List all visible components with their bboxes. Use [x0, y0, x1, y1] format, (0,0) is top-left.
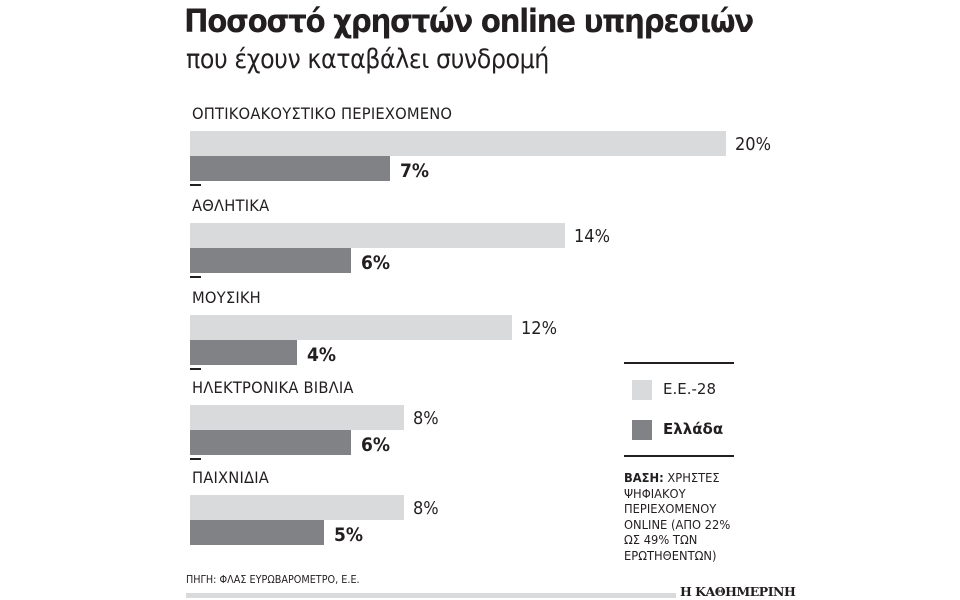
base-note-text: ΧΡΗΣΤΕΣ ΨΗΦΙΑΚΟΥ ΠΕΡΙΕΧΟΜΕΝΟΥ ONLINE (ΑΠ… — [624, 470, 731, 563]
value-label-greece: 4% — [307, 344, 337, 366]
separator-tick — [190, 458, 201, 460]
footer-rule — [186, 593, 676, 598]
bar-eu — [190, 315, 512, 340]
value-label-eu: 14% — [574, 226, 611, 247]
base-note: ΒΑΣΗ: ΧΡΗΣΤΕΣ ΨΗΦΙΑΚΟΥ ΠΕΡΙΕΧΟΜΕΝΟΥ ONLI… — [624, 470, 744, 563]
legend-label-eu: Ε.Ε.-28 — [663, 380, 716, 398]
separator-tick — [190, 184, 201, 186]
value-label-greece: 7% — [400, 160, 430, 182]
separator-tick — [190, 368, 201, 370]
category-label: ΟΠΤΙΚΟΑΚΟΥΣΤΙΚΟ ΠΕΡΙΕΧΟΜΕΝΟ — [192, 104, 453, 123]
source-note: ΠΗΓΗ: ΦΛΑΣ ΕΥΡΩΒΑΡΟΜΕΤΡΟ, Ε.Ε. — [186, 574, 360, 586]
value-label-eu: 8% — [413, 408, 439, 429]
category-label: ΗΛΕΚΤΡΟΝΙΚΑ ΒΙΒΛΙΑ — [192, 378, 354, 397]
bar-greece — [190, 156, 390, 181]
value-label-greece: 5% — [334, 524, 364, 546]
bar-greece — [190, 520, 324, 545]
value-label-eu: 20% — [735, 134, 772, 155]
category-label: ΜΟΥΣΙΚΗ — [192, 288, 261, 307]
value-label-eu: 8% — [413, 498, 439, 519]
bar-greece — [190, 340, 297, 365]
bar-greece — [190, 248, 351, 273]
legend-top-rule — [624, 362, 734, 364]
category-label: ΑΘΛΗΤΙΚΑ — [192, 196, 270, 215]
value-label-eu: 12% — [521, 318, 558, 339]
publisher-logo: Η ΚΑΘΗΜΕΡΙΝΗ — [680, 584, 796, 599]
legend-swatch-greece — [632, 420, 652, 440]
bar-eu — [190, 131, 726, 156]
legend-label-greece: Ελλάδα — [663, 420, 724, 438]
category-label: ΠΑΙΧΝΙΔΙΑ — [192, 468, 270, 487]
chart-title: Ποσοστό χρηστών online υπηρεσιών — [184, 2, 754, 40]
legend-bottom-rule — [624, 455, 734, 457]
base-note-label: ΒΑΣΗ: — [624, 470, 664, 485]
legend-swatch-eu — [632, 380, 652, 400]
bar-eu — [190, 223, 565, 248]
chart-subtitle: που έχουν καταβάλει συνδρομή — [186, 44, 549, 75]
bar-eu — [190, 495, 404, 520]
bar-eu — [190, 405, 404, 430]
separator-tick — [190, 276, 201, 278]
value-label-greece: 6% — [361, 434, 391, 456]
bar-greece — [190, 430, 351, 455]
value-label-greece: 6% — [361, 252, 391, 274]
